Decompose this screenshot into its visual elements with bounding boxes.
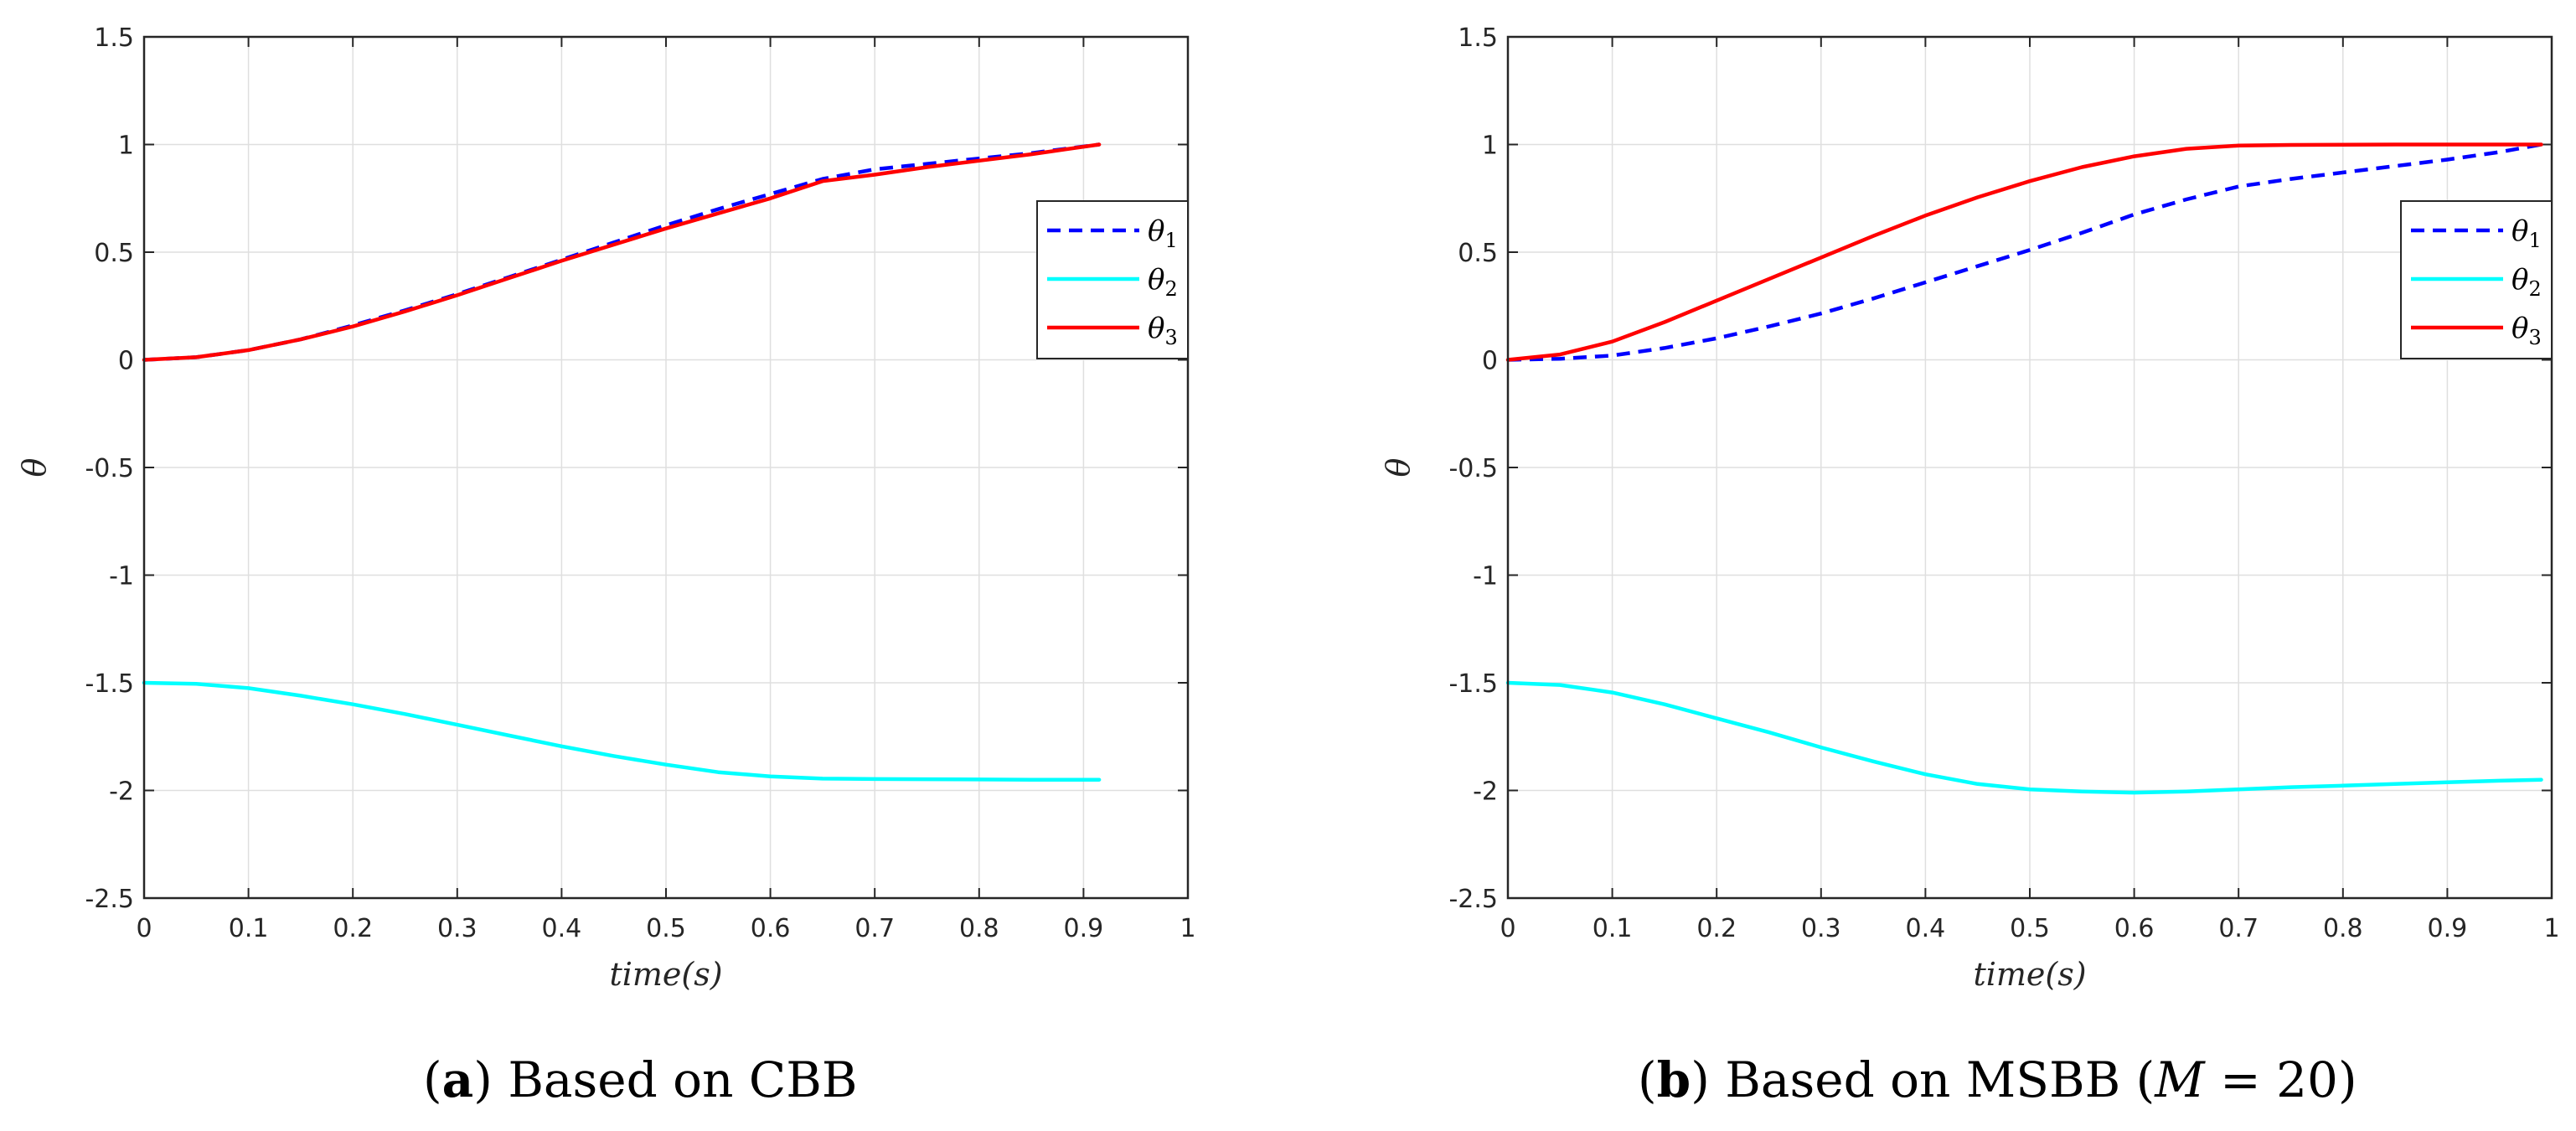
y-tick-label: -2.5 bbox=[85, 885, 134, 914]
y-tick-label: 0.5 bbox=[94, 239, 134, 268]
caption-b-math: M bbox=[2155, 1051, 2205, 1108]
y-tick-label: -2 bbox=[1473, 777, 1498, 807]
x-tick-label: 0.9 bbox=[2428, 914, 2468, 943]
y-tick-label: -0.5 bbox=[85, 454, 134, 483]
axes-box bbox=[142, 35, 1190, 900]
legend-symbol: θ bbox=[2511, 312, 2528, 345]
caption-a-text: Based on CBB bbox=[508, 1051, 858, 1108]
y-tick-label: -2.5 bbox=[1448, 885, 1498, 914]
y-tick-label: 1.5 bbox=[94, 23, 134, 53]
x-tick-label: 0.8 bbox=[959, 914, 999, 943]
series-line-theta1 bbox=[1507, 142, 2542, 362]
y-tick-label: 0.5 bbox=[1458, 239, 1498, 268]
x-tick-label: 0.6 bbox=[2114, 914, 2155, 943]
legend-symbol: θ bbox=[1148, 263, 1164, 297]
x-tick-label: 0.4 bbox=[1906, 914, 1946, 943]
x-tick-label: 1 bbox=[1180, 914, 1195, 943]
panel-b: 0 0.1 0.2 0.3 0.4 0.5 0.6 0.7 0.8 0.9 1 -2.5 -2 -1.5 -… bbox=[1380, 23, 2560, 993]
caption-a: (a) Based on CBB bbox=[423, 1051, 858, 1108]
x-tick-label: 0.8 bbox=[2323, 914, 2363, 943]
y-tick-label: 0 bbox=[1482, 347, 1498, 376]
x-tick-label: 0.1 bbox=[229, 914, 269, 943]
x-tick-label: 0.2 bbox=[333, 914, 373, 943]
x-tick-label: 0.5 bbox=[646, 914, 686, 943]
x-tick-label: 0.4 bbox=[542, 914, 582, 943]
series-line-theta2 bbox=[1505, 680, 2543, 795]
legend-subscript: 2 bbox=[1164, 277, 1177, 301]
y-axis-label: θ bbox=[16, 457, 53, 477]
legend-label-theta1: θ1 bbox=[1148, 214, 1178, 252]
series-line-theta2 bbox=[142, 680, 1102, 782]
y-tick-label: -1.5 bbox=[1448, 669, 1498, 699]
legend-symbol: θ bbox=[1148, 214, 1164, 248]
x-tick-label: 1 bbox=[2543, 914, 2559, 943]
axes-box bbox=[1506, 35, 2553, 900]
legend-symbol: θ bbox=[1148, 312, 1164, 345]
x-tick-label: 0.3 bbox=[437, 914, 478, 943]
x-axis-label: time(s) bbox=[1973, 956, 2086, 993]
y-tick-label: 1 bbox=[118, 132, 134, 161]
x-tick-label: 0 bbox=[1500, 914, 1515, 943]
legend-subscript: 3 bbox=[2528, 326, 2541, 349]
y-tick-label: 1 bbox=[1482, 132, 1498, 161]
panel-a: 0 0.1 0.2 0.3 0.4 0.5 0.6 0.7 0.8 0.9 1 -2.5 -2 -1.5 -… bbox=[16, 23, 1196, 993]
y-tick-label: -1.5 bbox=[85, 669, 134, 699]
y-tick-label: -1 bbox=[109, 562, 134, 591]
legend-label-theta2: θ2 bbox=[2511, 263, 2542, 301]
y-tick-label: -0.5 bbox=[1448, 454, 1498, 483]
x-tick-label: 0.3 bbox=[1801, 914, 1841, 943]
y-tick-label: -1 bbox=[1473, 562, 1498, 591]
caption-b-text: Based on MSBB ( bbox=[1725, 1051, 2155, 1108]
y-tick-label: 0 bbox=[118, 347, 134, 376]
legend-subscript: 2 bbox=[2528, 277, 2541, 301]
legend-label-theta2: θ2 bbox=[1148, 263, 1178, 301]
x-tick-label: 0.7 bbox=[2218, 914, 2259, 943]
x-tick-label: 0.5 bbox=[2010, 914, 2050, 943]
x-tick-label: 0.2 bbox=[1696, 914, 1737, 943]
x-tick-label: 0 bbox=[136, 914, 152, 943]
legend-label-theta3: θ3 bbox=[1148, 312, 1178, 349]
legend-subscript: 3 bbox=[1164, 326, 1177, 349]
x-tick-label: 0.9 bbox=[1064, 914, 1104, 943]
caption-b: (b) Based on MSBB (M = 20) bbox=[1638, 1051, 2357, 1108]
y-axis-label: θ bbox=[1380, 457, 1417, 477]
y-tick-label: -2 bbox=[109, 777, 134, 807]
x-tick-label: 0.6 bbox=[751, 914, 791, 943]
legend-symbol: θ bbox=[2511, 263, 2528, 297]
series-line-theta3 bbox=[142, 142, 1102, 362]
legend-label-theta3: θ3 bbox=[2511, 312, 2542, 349]
y-tick-label: 1.5 bbox=[1458, 23, 1498, 53]
series-line-theta3 bbox=[1505, 142, 2543, 362]
x-tick-label: 0.7 bbox=[854, 914, 895, 943]
legend-label-theta1: θ1 bbox=[2511, 214, 2542, 252]
legend-subscript: 1 bbox=[1164, 229, 1177, 252]
caption-b-tag: b bbox=[1656, 1051, 1691, 1108]
x-tick-label: 0.1 bbox=[1593, 914, 1633, 943]
caption-b-rest: = 20) bbox=[2204, 1051, 2357, 1108]
legend-subscript: 1 bbox=[2528, 229, 2541, 252]
caption-a-tag: a bbox=[441, 1051, 474, 1108]
legend-symbol: θ bbox=[2511, 214, 2528, 248]
x-axis-label: time(s) bbox=[609, 956, 722, 993]
